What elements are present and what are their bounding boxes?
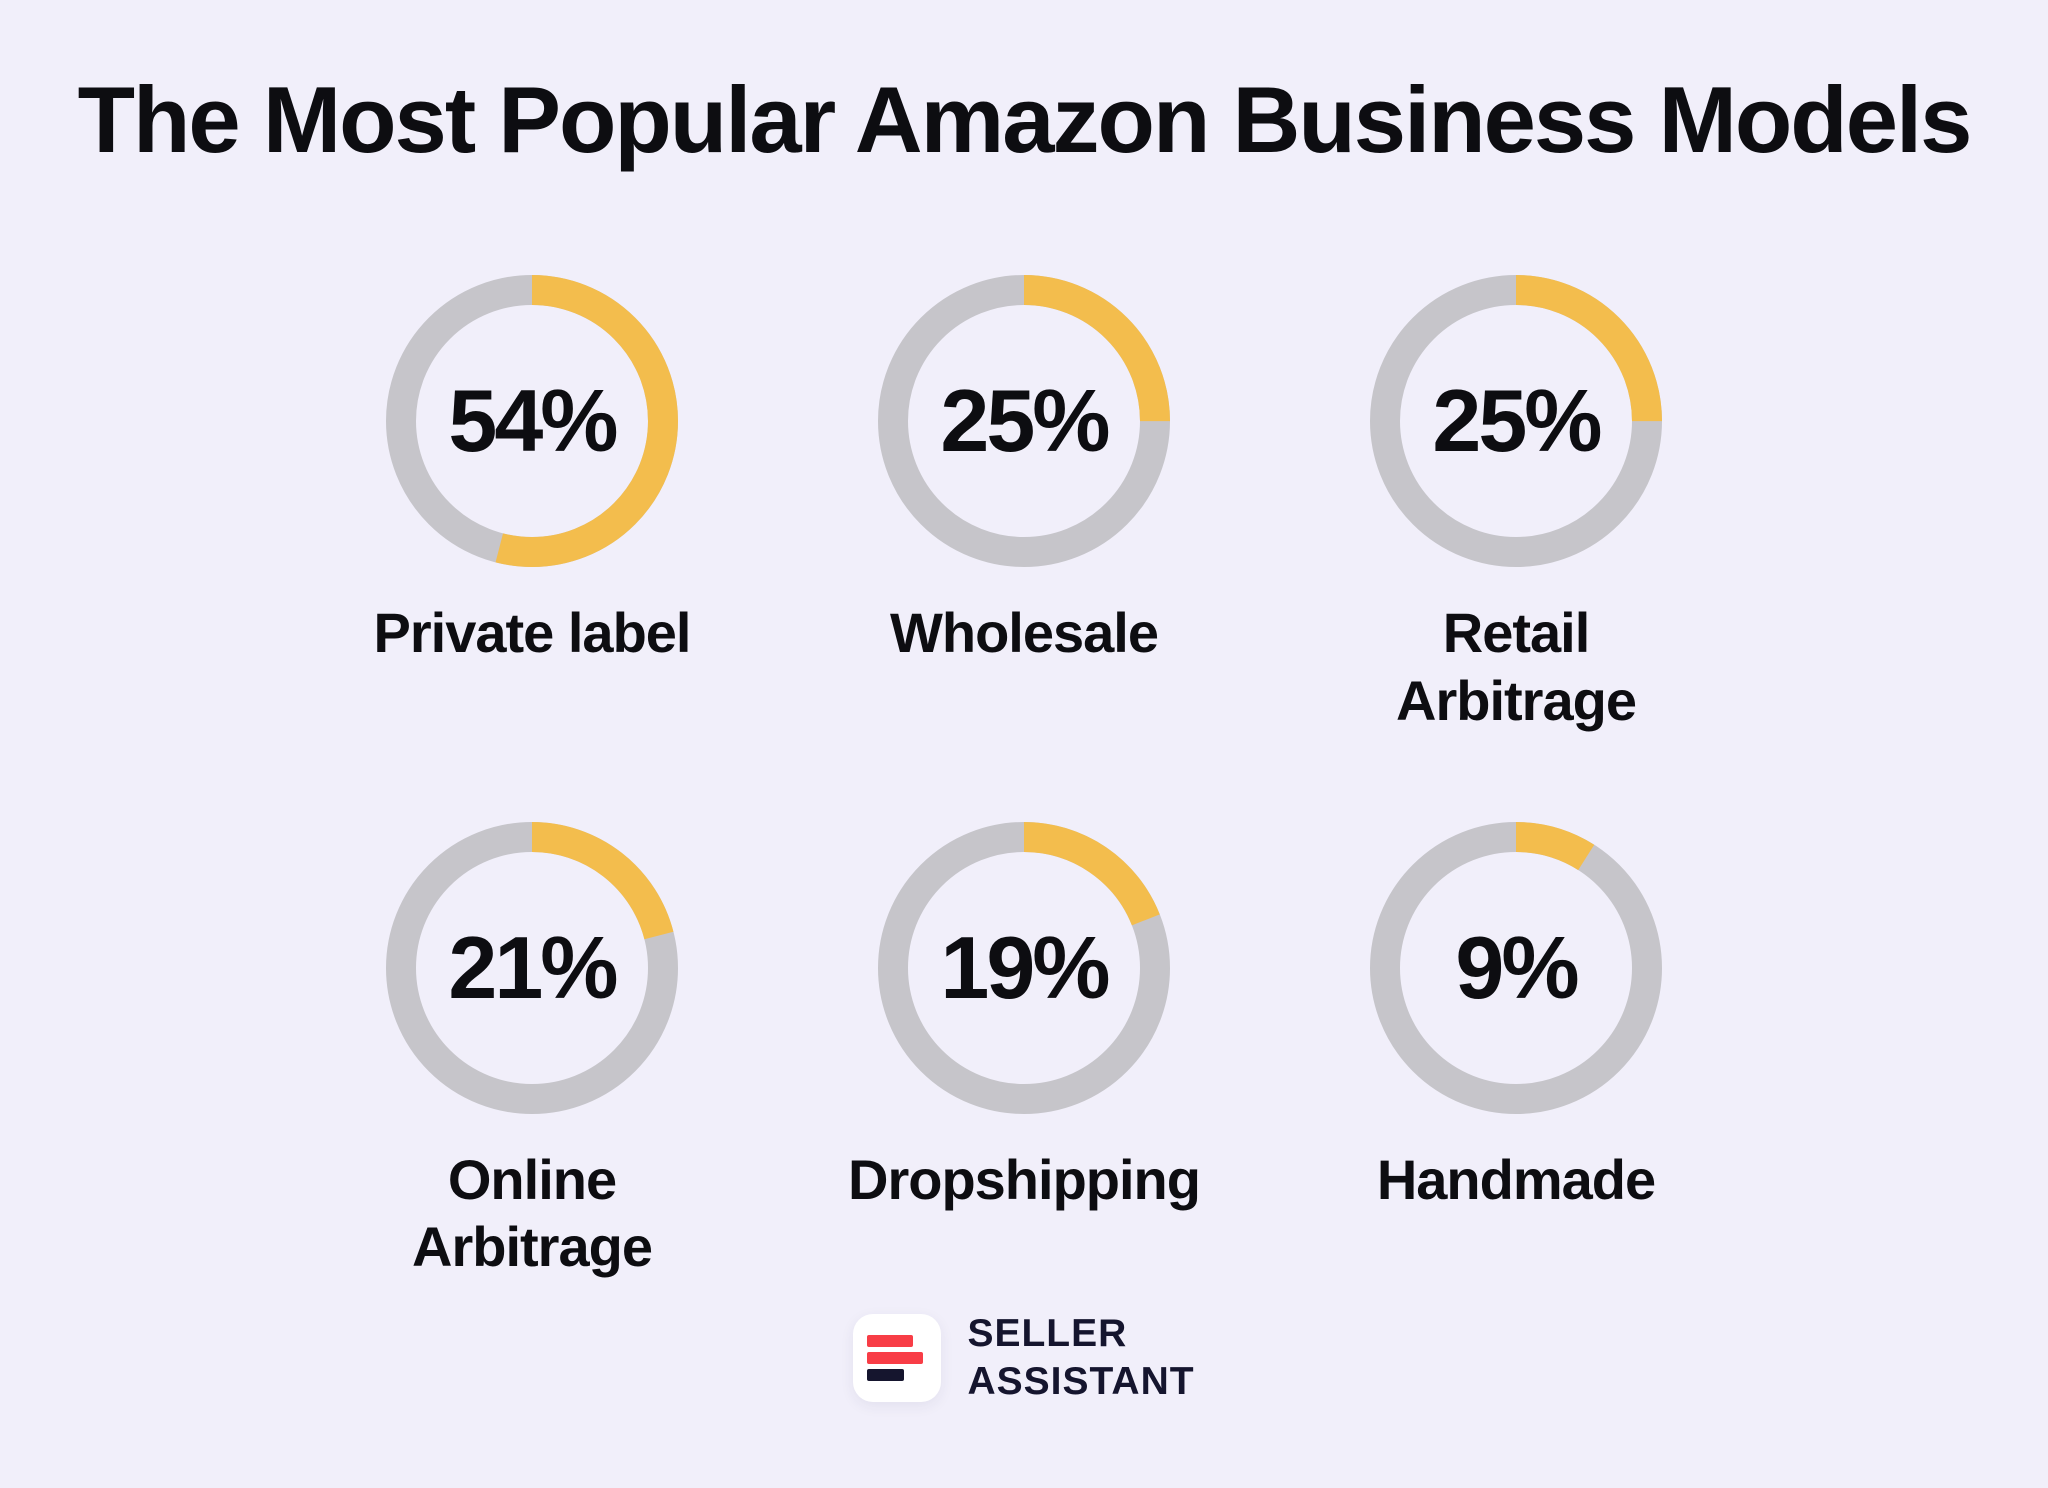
donut-ring-icon [878, 821, 1170, 1114]
page-title: The Most Popular Amazon Business Models [77, 67, 1973, 172]
logo-bar-middle [867, 1351, 924, 1364]
donut-label: Retail Arbitrage [1396, 601, 1637, 732]
donut-ring-icon [1370, 821, 1662, 1114]
donut-ring-icon [1370, 275, 1662, 568]
donut-cell-dropshipping: 19% Dropshipping [778, 821, 1270, 1280]
donut-chart: 25% [1370, 275, 1662, 568]
seller-assistant-logo-icon [853, 1313, 942, 1402]
donut-grid: 54% Private label 25% Wholesale 25% [286, 275, 1762, 1280]
donut-value: 25% [1432, 371, 1602, 471]
donut-value: 19% [940, 917, 1110, 1017]
donut-label: Dropshipping [848, 1147, 1201, 1211]
donut-ring-icon [386, 275, 678, 568]
donut-label: Private label [373, 601, 692, 665]
donut-cell-retail-arbitrage: 25% Retail Arbitrage [1270, 275, 1762, 733]
donut-cell-wholesale: 25% Wholesale [778, 275, 1270, 733]
logo-bar-bottom [867, 1368, 905, 1381]
donut-ring-icon [386, 821, 678, 1114]
logo-bar-top [867, 1334, 914, 1347]
donut-label: Handmade [1376, 1147, 1656, 1211]
brand-name-line2: ASSISTANT [967, 1359, 1195, 1403]
donut-label: Online Arbitrage [412, 1147, 653, 1278]
donut-label: Wholesale [890, 601, 1159, 665]
donut-cell-online-arbitrage: 21% Online Arbitrage [286, 821, 778, 1280]
brand-name: SELLER ASSISTANT [967, 1310, 1194, 1405]
donut-chart: 21% [386, 821, 678, 1114]
donut-chart: 25% [878, 275, 1170, 568]
donut-cell-private-label: 54% Private label [286, 275, 778, 733]
donut-value: 54% [448, 371, 618, 471]
donut-value: 21% [448, 917, 618, 1017]
donut-cell-handmade: 9% Handmade [1270, 821, 1762, 1280]
donut-chart: 9% [1370, 821, 1662, 1114]
donut-chart: 19% [878, 821, 1170, 1114]
donut-chart: 54% [386, 275, 678, 568]
donut-ring-icon [878, 275, 1170, 568]
brand-footer: SELLER ASSISTANT [853, 1310, 1194, 1405]
donut-value: 9% [1455, 917, 1579, 1017]
brand-name-line1: SELLER [967, 1312, 1128, 1356]
donut-value: 25% [940, 371, 1110, 471]
